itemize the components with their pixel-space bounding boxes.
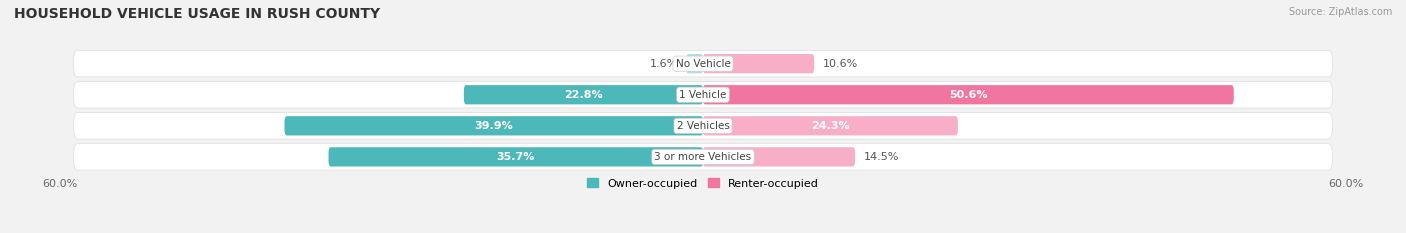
FancyBboxPatch shape bbox=[284, 116, 703, 135]
Text: 50.6%: 50.6% bbox=[949, 90, 987, 100]
Text: Source: ZipAtlas.com: Source: ZipAtlas.com bbox=[1288, 7, 1392, 17]
Text: 3 or more Vehicles: 3 or more Vehicles bbox=[654, 152, 752, 162]
FancyBboxPatch shape bbox=[703, 116, 957, 135]
Text: 39.9%: 39.9% bbox=[474, 121, 513, 131]
FancyBboxPatch shape bbox=[703, 147, 855, 167]
Text: 24.3%: 24.3% bbox=[811, 121, 849, 131]
FancyBboxPatch shape bbox=[703, 85, 1233, 104]
Text: 2 Vehicles: 2 Vehicles bbox=[676, 121, 730, 131]
Text: 1 Vehicle: 1 Vehicle bbox=[679, 90, 727, 100]
FancyBboxPatch shape bbox=[329, 147, 703, 167]
Text: No Vehicle: No Vehicle bbox=[675, 59, 731, 69]
Text: 60.0%: 60.0% bbox=[1329, 179, 1364, 189]
Text: 14.5%: 14.5% bbox=[863, 152, 898, 162]
Text: HOUSEHOLD VEHICLE USAGE IN RUSH COUNTY: HOUSEHOLD VEHICLE USAGE IN RUSH COUNTY bbox=[14, 7, 380, 21]
Text: 1.6%: 1.6% bbox=[650, 59, 678, 69]
FancyBboxPatch shape bbox=[73, 51, 1333, 77]
Text: 10.6%: 10.6% bbox=[823, 59, 858, 69]
FancyBboxPatch shape bbox=[73, 113, 1333, 139]
Text: 60.0%: 60.0% bbox=[42, 179, 77, 189]
FancyBboxPatch shape bbox=[73, 144, 1333, 170]
Text: 22.8%: 22.8% bbox=[564, 90, 603, 100]
FancyBboxPatch shape bbox=[686, 54, 703, 73]
Text: 35.7%: 35.7% bbox=[496, 152, 534, 162]
FancyBboxPatch shape bbox=[464, 85, 703, 104]
FancyBboxPatch shape bbox=[703, 54, 814, 73]
FancyBboxPatch shape bbox=[73, 82, 1333, 108]
Legend: Owner-occupied, Renter-occupied: Owner-occupied, Renter-occupied bbox=[582, 174, 824, 193]
